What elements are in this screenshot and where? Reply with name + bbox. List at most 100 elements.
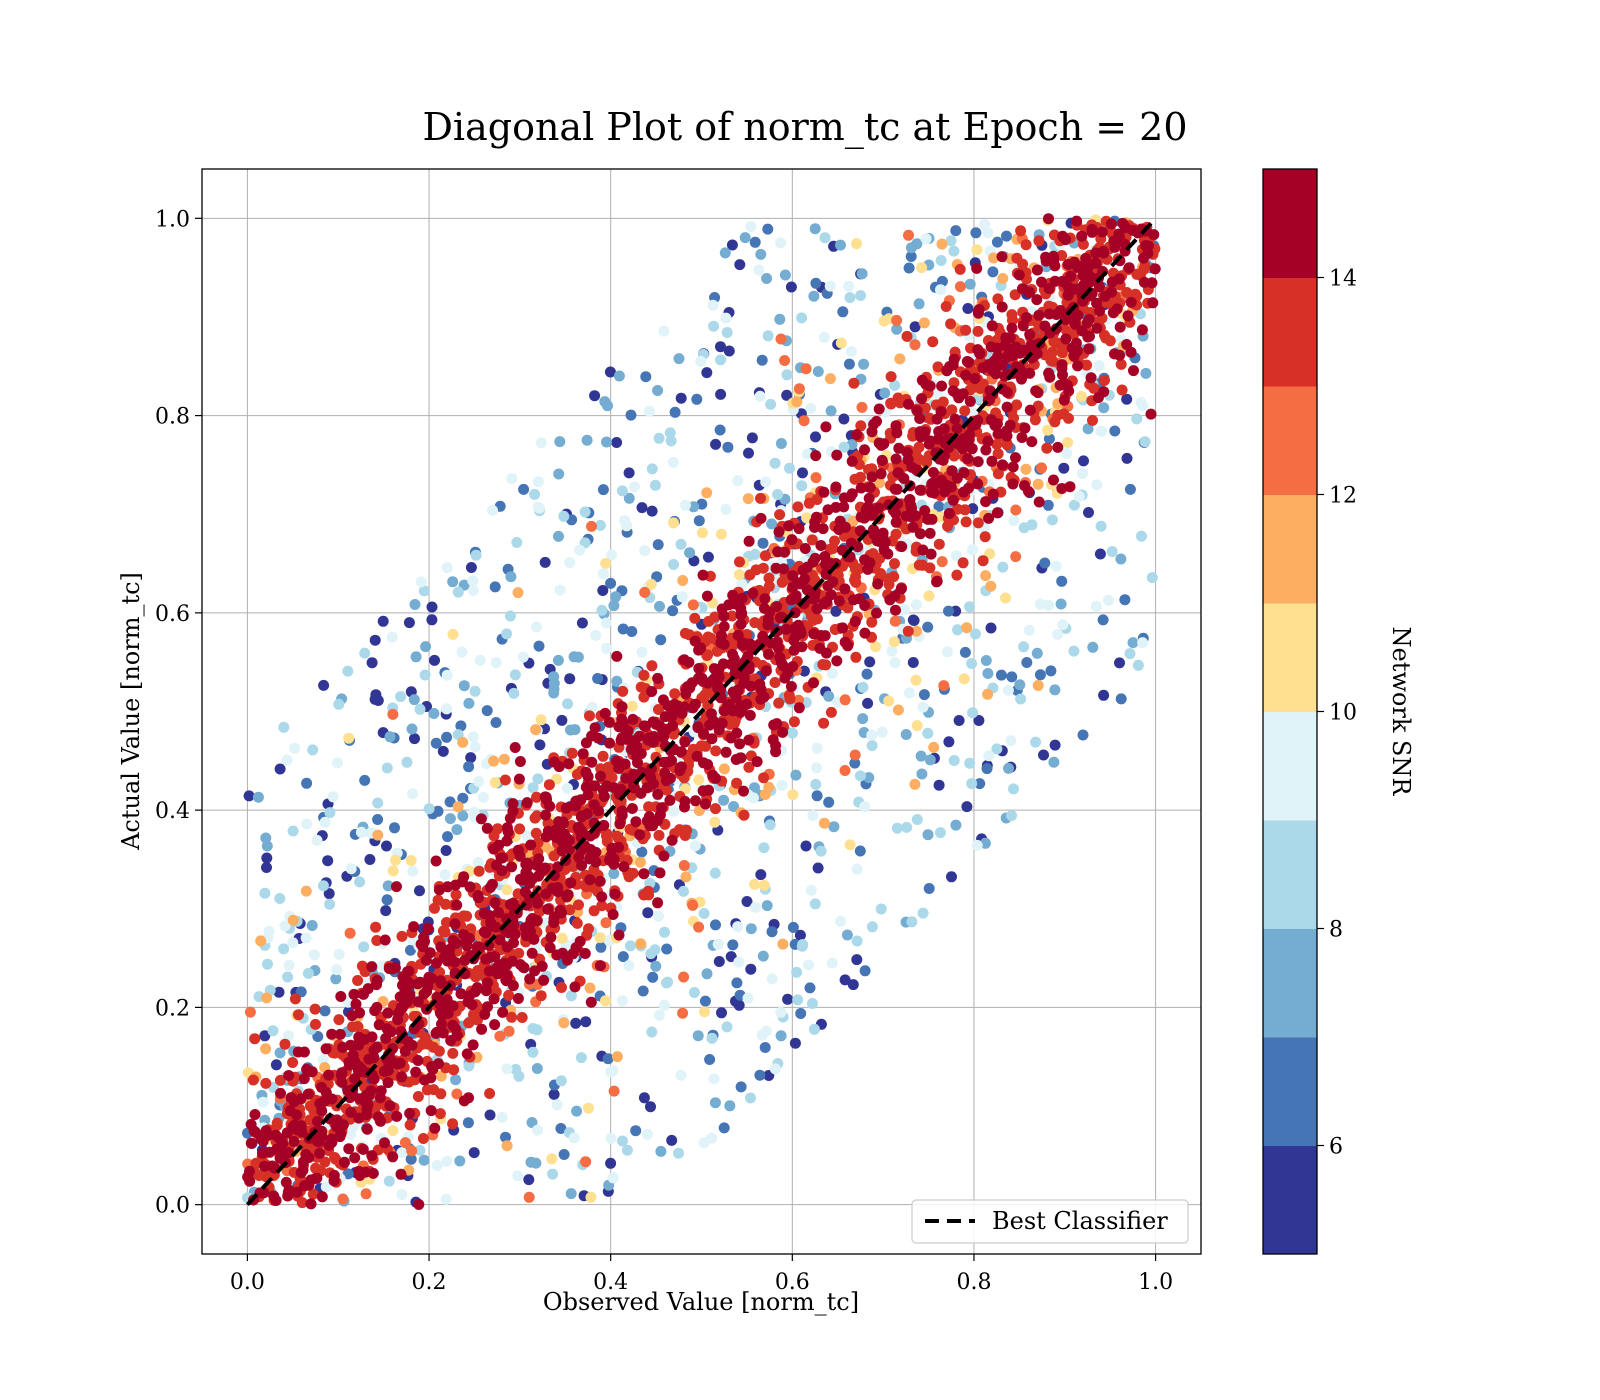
scatter-point [911,720,923,732]
scatter-point [838,492,850,504]
scatter-point [600,557,612,569]
scatter-point [608,1085,620,1097]
scatter-point [691,393,703,405]
scatter-point [639,545,651,557]
scatter-point [600,917,612,929]
scatter-point [500,1131,511,1143]
scatter-point [818,486,830,498]
scatter-point [1036,462,1048,474]
scatter-point [282,1030,294,1042]
scatter-point [935,406,947,417]
scatter-point [1031,647,1043,659]
scatter-point [938,680,950,692]
scatter-point [677,575,689,586]
scatter-point [480,953,492,965]
scatter-point [374,1092,386,1104]
scatter-point [600,617,612,629]
scatter-point [732,921,744,933]
scatter-point [745,963,757,975]
scatter-point [747,587,759,599]
scatter-point [1039,320,1051,332]
scatter-point [1046,514,1058,526]
scatter-point [722,441,734,453]
scatter-point [755,248,767,260]
scatter-point [353,1061,365,1073]
scatter-point [946,465,958,477]
scatter-point [797,939,809,950]
scatter-point [634,856,646,868]
scatter-point [996,359,1008,371]
scatter-point [846,346,857,357]
scatter-point [952,624,963,636]
scatter-point [808,1023,820,1035]
scatter-point [1138,252,1149,264]
scatter-point [371,1001,383,1013]
scatter-point [263,925,275,937]
scatter-point [945,318,957,330]
scatter-point [382,1077,394,1089]
scatter-point [974,348,986,360]
scatter-point [1135,397,1147,408]
scatter-point [666,710,678,722]
scatter-point [474,654,486,666]
scatter-point [655,634,667,646]
legend-box [911,1199,1189,1244]
scatter-point [734,738,746,750]
scatter-point [901,446,913,458]
scatter-point [654,867,666,879]
scatter-point [677,1007,689,1019]
scatter-point [555,1075,567,1087]
scatter-point [539,791,551,803]
scatter-point [1146,572,1158,584]
scatter-point [464,881,476,893]
scatter-point [780,623,792,635]
scatter-point [513,773,525,785]
scatter-point [810,778,822,790]
scatter-point [885,398,897,410]
scatter-point [614,761,626,773]
scatter-point [808,628,820,640]
scatter-point [482,1001,493,1013]
y-tick-label: 0.4 [155,799,190,824]
scatter-point [1001,430,1013,442]
scatter-point [410,1066,422,1078]
scatter-point [766,926,778,938]
scatter-point [908,615,920,626]
scatter-point [301,818,313,830]
colorbar-tick-label: 8 [1329,918,1343,943]
scatter-point [618,861,630,873]
scatter-point [918,689,930,701]
scatter-point [710,803,721,815]
scatter-point [310,1162,322,1174]
scatter-point [772,546,784,558]
scatter-point [903,262,915,274]
scatter-point [645,1101,656,1113]
scatter-point [493,839,505,851]
scatter-point [514,756,526,767]
scatter-point [689,840,701,852]
scatter-point [936,556,948,568]
scatter-point [653,432,665,444]
scatter-point [928,741,940,753]
scatter-point [741,629,753,640]
scatter-point [721,1021,733,1033]
scatter-point [924,754,936,766]
scatter-point [710,772,722,784]
scatter-point [971,262,983,274]
colorbar-tick-label: 6 [1329,1135,1343,1160]
scatter-point [687,702,699,714]
scatter-point [914,413,926,424]
scatter-point [532,476,544,488]
scatter-point [751,756,763,768]
scatter-point [261,862,272,873]
scatter-point [532,501,544,513]
scatter-point [260,1077,272,1089]
scatter-point [571,1105,583,1117]
scatter-point [715,354,727,366]
scatter-point [1125,296,1137,308]
scatter-point [314,1147,326,1159]
scatter-point [401,756,413,768]
scatter-point [742,493,754,505]
scatter-point [728,801,740,812]
scatter-point [1091,322,1103,334]
